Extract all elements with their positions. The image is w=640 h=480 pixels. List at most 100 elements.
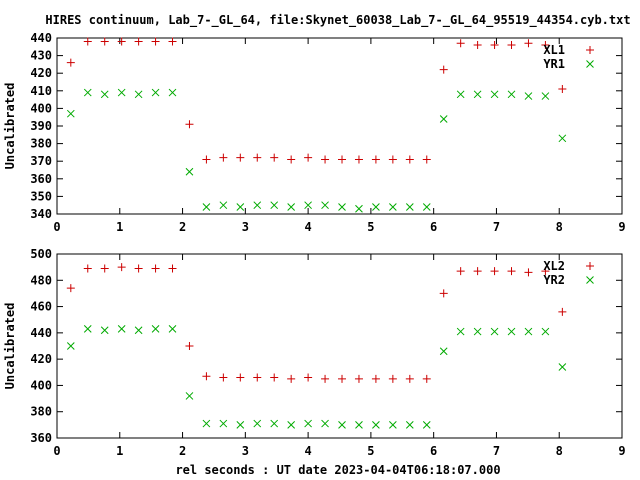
cross-marker <box>439 115 448 123</box>
y-tick-label: 430 <box>30 49 52 63</box>
plus-marker <box>236 153 245 162</box>
cross-marker <box>456 90 465 99</box>
plus-marker <box>134 37 143 46</box>
y-axis-label: Uncalibrated <box>3 83 17 170</box>
plus-marker <box>253 153 262 162</box>
plus-marker <box>66 58 75 67</box>
plus-marker <box>117 263 126 272</box>
plus-marker <box>100 264 109 273</box>
plus-marker <box>202 372 211 381</box>
cross-marker <box>270 419 279 428</box>
cross-marker <box>558 134 567 143</box>
y-tick-label: 370 <box>30 154 52 168</box>
cross-marker <box>372 203 380 211</box>
plus-marker <box>202 155 211 164</box>
cross-marker <box>219 419 228 428</box>
plus-marker <box>456 267 465 276</box>
cross-marker <box>355 421 363 429</box>
plus-marker <box>287 155 296 164</box>
cross-marker <box>134 90 143 99</box>
y-tick-label: 480 <box>30 273 52 287</box>
x-tick-label: 0 <box>53 444 60 458</box>
y-tick-label: 380 <box>30 405 52 419</box>
plus-marker <box>304 153 313 162</box>
plus-marker <box>558 307 567 316</box>
legend-marker <box>586 276 594 284</box>
cross-marker <box>134 326 143 335</box>
plus-marker <box>270 153 279 162</box>
cross-marker <box>66 342 75 350</box>
cross-marker <box>83 325 92 333</box>
x-tick-label: 9 <box>618 444 625 458</box>
y-axis-label: Uncalibrated <box>3 303 17 390</box>
plus-marker <box>524 268 533 277</box>
plus-marker <box>100 37 109 46</box>
x-tick-label: 3 <box>242 220 249 234</box>
cross-marker <box>236 421 245 429</box>
x-tick-label: 7 <box>493 220 500 234</box>
cross-marker <box>473 327 482 336</box>
plus-marker <box>168 264 177 273</box>
y-tick-label: 380 <box>30 137 52 151</box>
cross-marker <box>236 203 245 211</box>
cross-marker <box>202 419 211 428</box>
cross-marker <box>151 325 160 333</box>
cross-marker <box>66 109 75 118</box>
plus-marker <box>490 41 499 50</box>
y-tick-label: 440 <box>30 31 52 45</box>
cross-marker <box>304 201 312 210</box>
cross-marker <box>456 327 465 336</box>
cross-marker <box>321 419 329 428</box>
cross-marker <box>202 203 211 211</box>
cross-marker <box>253 419 262 428</box>
x-tick-label: 8 <box>556 444 563 458</box>
legend-label: XL2 <box>543 259 565 273</box>
y-tick-label: 360 <box>30 172 52 186</box>
plus-marker <box>219 373 228 382</box>
cross-marker <box>439 347 448 356</box>
y-tick-label: 440 <box>30 326 52 340</box>
cross-marker <box>473 90 482 99</box>
cross-marker <box>83 88 92 97</box>
cross-marker <box>287 421 296 429</box>
x-tick-label: 9 <box>618 220 625 234</box>
top-panel: 0 1 2 3 4 5 6 7 8 9 340 350 360 370 380 390 400 410 420 430… <box>3 31 626 234</box>
plus-marker <box>253 373 262 382</box>
plus-marker <box>371 155 380 164</box>
cross-marker <box>558 363 567 371</box>
cross-marker <box>219 201 228 210</box>
plus-marker <box>354 374 363 383</box>
x-tick-label: 7 <box>493 444 500 458</box>
plus-marker <box>83 264 92 273</box>
y-tick-label: 500 <box>30 247 52 261</box>
plus-marker <box>558 85 567 94</box>
cross-marker <box>253 201 262 210</box>
cross-marker <box>304 419 312 428</box>
bottom-panel: 0 1 2 3 4 5 6 7 8 9 360 380 400 420 440 460 480 500 Uncali… <box>3 247 626 458</box>
y-tick-label: 340 <box>30 207 52 221</box>
plus-marker <box>151 264 160 273</box>
cross-marker <box>405 421 414 429</box>
cross-marker <box>185 167 194 176</box>
legend-label: YR1 <box>543 57 565 71</box>
cross-marker <box>389 203 397 211</box>
plus-marker <box>354 155 363 164</box>
plus-marker <box>524 39 533 48</box>
plus-marker <box>439 65 448 74</box>
plus-marker <box>134 264 143 273</box>
cross-marker <box>338 421 346 429</box>
x-tick-label: 2 <box>179 444 186 458</box>
plus-marker <box>185 120 194 129</box>
cross-marker <box>541 327 550 336</box>
plot-border <box>56 37 623 215</box>
plot-border <box>56 253 623 439</box>
cross-marker <box>507 90 516 99</box>
chart-title: HIRES continuum, Lab_7-_GL_64, file:Skyn… <box>45 13 630 28</box>
cross-marker <box>389 421 397 429</box>
legend-label: YR2 <box>543 273 565 287</box>
cross-marker <box>372 421 380 429</box>
plus-marker <box>151 37 160 46</box>
plus-marker <box>473 267 482 276</box>
plus-marker <box>321 155 330 164</box>
cross-marker <box>422 421 431 429</box>
